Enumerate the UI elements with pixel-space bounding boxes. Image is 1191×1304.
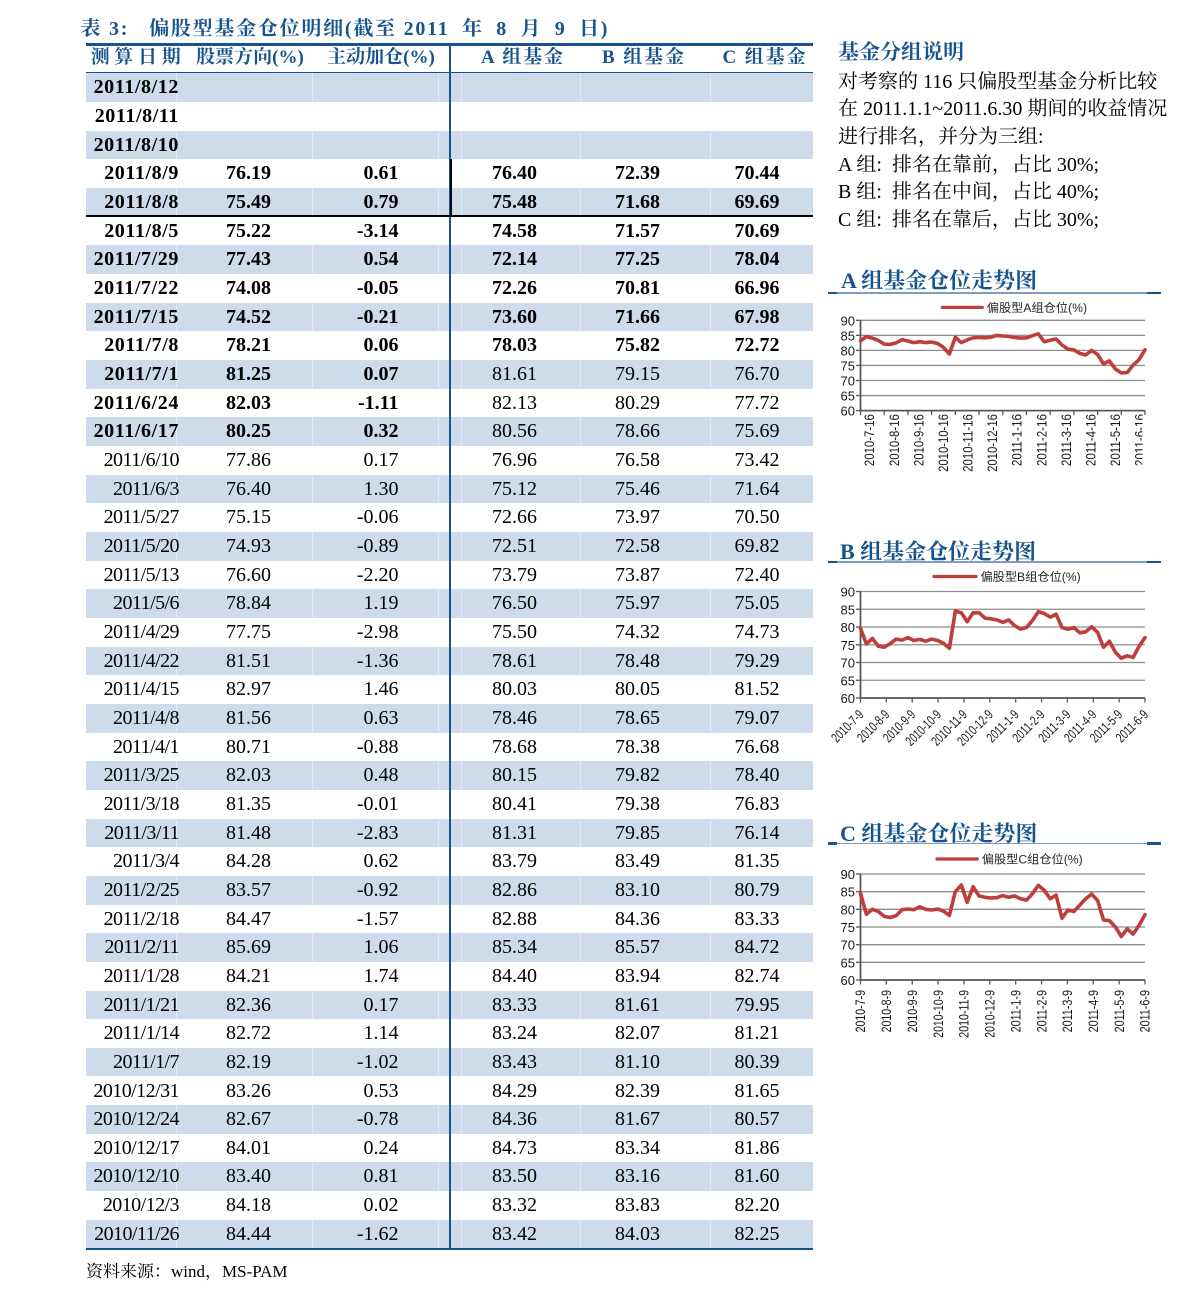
svg-text:2010-11-9: 2010-11-9	[957, 990, 972, 1038]
svg-text:90: 90	[841, 585, 855, 600]
svg-text:75: 75	[841, 920, 855, 935]
svg-text:2010-9-9: 2010-9-9	[905, 990, 920, 1032]
svg-text:2011-3-16: 2011-3-16	[1059, 414, 1074, 466]
svg-text:2011-2-16: 2011-2-16	[1034, 414, 1049, 466]
svg-text:85: 85	[841, 885, 855, 900]
svg-text:2010-10-9: 2010-10-9	[931, 990, 946, 1038]
svg-text:60: 60	[841, 973, 855, 988]
svg-text:65: 65	[841, 955, 855, 970]
svg-text:2011-3-9: 2011-3-9	[1060, 990, 1075, 1032]
svg-text:2011-5-16: 2011-5-16	[1108, 414, 1123, 466]
svg-text:2010-9-16: 2010-9-16	[911, 414, 926, 466]
svg-text:2011-2-9: 2011-2-9	[1034, 990, 1049, 1032]
svg-text:2010-7-16: 2010-7-16	[862, 414, 877, 466]
svg-text:80: 80	[841, 620, 855, 635]
svg-text:偏股型B组仓位(%): 偏股型B组仓位(%)	[981, 567, 1081, 585]
svg-text:2010-12-9: 2010-12-9	[983, 990, 998, 1038]
svg-text:2011-4-9: 2011-4-9	[1086, 990, 1101, 1032]
svg-text:2011-1-16: 2011-1-16	[1010, 414, 1025, 466]
svg-text:70: 70	[841, 374, 855, 389]
svg-text:2010-10-16: 2010-10-16	[936, 414, 951, 472]
svg-text:2011-6-9: 2011-6-9	[1138, 990, 1153, 1032]
svg-text:75: 75	[841, 638, 855, 653]
svg-text:90: 90	[841, 313, 855, 328]
svg-text:2010-11-16: 2010-11-16	[961, 414, 976, 472]
svg-text:2010-8-9: 2010-8-9	[879, 990, 894, 1032]
svg-text:2011-1-9: 2011-1-9	[1008, 990, 1023, 1032]
svg-text:60: 60	[841, 404, 855, 419]
svg-text:80: 80	[841, 343, 855, 358]
svg-text:60: 60	[841, 691, 855, 706]
svg-text:偏股型C组仓位(%): 偏股型C组仓位(%)	[982, 850, 1083, 868]
svg-text:70: 70	[841, 938, 855, 953]
svg-text:2011-6-16: 2011-6-16	[1133, 414, 1148, 466]
svg-text:85: 85	[841, 328, 855, 343]
svg-text:75: 75	[841, 358, 855, 373]
svg-text:70: 70	[841, 656, 855, 671]
svg-text:2010-8-16: 2010-8-16	[887, 414, 902, 466]
svg-text:85: 85	[841, 602, 855, 617]
svg-text:2010-7-9: 2010-7-9	[853, 990, 868, 1032]
svg-text:2011-5-9: 2011-5-9	[1112, 990, 1127, 1032]
svg-text:偏股型A组仓位(%): 偏股型A组仓位(%)	[987, 298, 1087, 316]
svg-text:80: 80	[841, 902, 855, 917]
svg-text:90: 90	[841, 867, 855, 882]
svg-text:2010-12-16: 2010-12-16	[985, 414, 1000, 472]
svg-text:65: 65	[841, 389, 855, 404]
svg-text:65: 65	[841, 673, 855, 688]
svg-text:2011-4-16: 2011-4-16	[1084, 414, 1099, 466]
